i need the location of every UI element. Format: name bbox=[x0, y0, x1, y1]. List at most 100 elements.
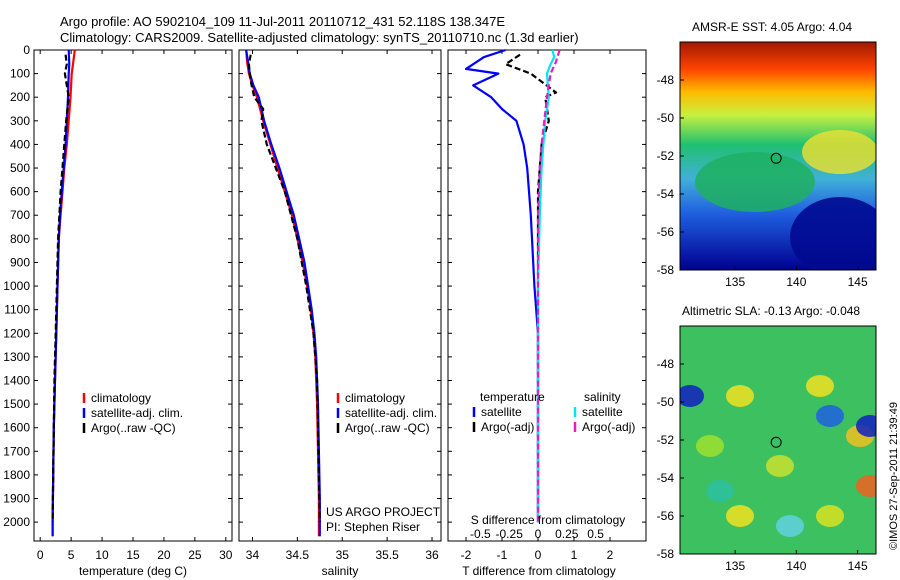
sla-anomaly bbox=[806, 375, 834, 397]
sla-map-title: Altimetric SLA: -0.13 Argo: -0.048 bbox=[682, 304, 861, 318]
map-y-tick-label: -52 bbox=[657, 149, 675, 163]
x-axis-label: temperature (deg C) bbox=[79, 564, 187, 578]
sla-anomaly bbox=[816, 405, 844, 427]
y-tick-label: 2000 bbox=[3, 515, 30, 529]
legend-label: satellite bbox=[582, 405, 623, 419]
map-x-tick-label: 145 bbox=[848, 559, 868, 573]
map-y-tick-label: -54 bbox=[657, 187, 675, 201]
y-tick-label: 1700 bbox=[3, 444, 30, 458]
x-tick-label: 15 bbox=[126, 548, 140, 562]
sst-map-image bbox=[680, 42, 876, 270]
x-tick-label: 20 bbox=[157, 548, 171, 562]
legend-label: satellite-adj. clim. bbox=[91, 406, 183, 420]
sla-anomaly bbox=[776, 515, 804, 537]
x-tick-label: 5 bbox=[68, 548, 75, 562]
sla-map-image bbox=[680, 326, 876, 554]
y-tick-label: 800 bbox=[10, 232, 30, 246]
y-tick-label: 1100 bbox=[4, 303, 30, 317]
map-x-tick-label: 140 bbox=[786, 275, 806, 289]
legend-label: climatology bbox=[345, 391, 405, 405]
x-tick-label: 0 bbox=[37, 548, 44, 562]
sla-anomaly bbox=[856, 415, 876, 437]
top-tick-label: 0.5 bbox=[587, 527, 604, 541]
legend-label: Argo(-adj) bbox=[481, 420, 534, 434]
y-tick-label: 100 bbox=[10, 67, 30, 81]
sla-argo-location-marker bbox=[770, 436, 782, 448]
sst-warm-patch bbox=[695, 152, 815, 212]
y-tick-label: 300 bbox=[10, 114, 30, 128]
map-x-tick-label: 140 bbox=[786, 559, 806, 573]
x-tick-label: 0 bbox=[535, 548, 542, 562]
y-tick-label: 1300 bbox=[3, 350, 30, 364]
y-tick-label: 1500 bbox=[3, 397, 30, 411]
series-line-salinity-argo-adj- bbox=[536, 49, 561, 523]
profile-title: Argo profile: AO 5902104_109 11-Jul-2011… bbox=[60, 14, 506, 29]
x-tick-label: 36 bbox=[425, 548, 439, 562]
sla-anomaly bbox=[726, 505, 754, 527]
legend-label: Argo(..raw -QC) bbox=[91, 421, 176, 435]
imos-credit: ©IMOS 27-Sep-2011 21:39:49 bbox=[888, 402, 900, 550]
top-tick-label: 0.25 bbox=[555, 527, 579, 541]
x-tick-label: 30 bbox=[219, 548, 233, 562]
sst-front bbox=[802, 130, 876, 174]
sla-anomaly bbox=[680, 385, 704, 407]
top-axis-label: S difference from climatology bbox=[471, 513, 626, 527]
y-tick-label: 400 bbox=[10, 137, 30, 151]
x-tick-label: -2 bbox=[461, 548, 472, 562]
legend-label: Argo(-adj) bbox=[582, 420, 635, 434]
sla-anomaly bbox=[696, 435, 724, 457]
map-y-tick-label: -48 bbox=[657, 73, 675, 87]
series-line-satellite-adj-clim- bbox=[245, 49, 321, 537]
x-axis-label: T difference from climatology bbox=[462, 564, 616, 578]
y-tick-label: 1800 bbox=[3, 468, 30, 482]
x-tick-label: 35 bbox=[336, 548, 350, 562]
map-x-tick-label: 135 bbox=[725, 275, 745, 289]
sst-argo-location-marker bbox=[770, 152, 782, 164]
series-line-salinity-satellite bbox=[536, 49, 556, 523]
x-tick-label: 1 bbox=[571, 548, 578, 562]
map-x-tick-label: 145 bbox=[848, 275, 868, 289]
sst-map-title: AMSR-E SST: 4.05 Argo: 4.04 bbox=[692, 20, 853, 34]
series-line-temperature-argo-adj- bbox=[504, 53, 558, 523]
project-name: US ARGO PROJECT bbox=[326, 505, 441, 519]
x-tick-label: -1 bbox=[497, 548, 508, 562]
sst-cold-patch bbox=[790, 197, 876, 270]
x-axis-label: salinity bbox=[322, 564, 359, 578]
top-tick-label: -0.5 bbox=[470, 527, 491, 541]
map-y-tick-label: -58 bbox=[657, 263, 675, 277]
legend-label: satellite-adj. clim. bbox=[345, 406, 437, 420]
series-line-temperature-satellite bbox=[464, 48, 540, 523]
y-tick-label: 0 bbox=[23, 43, 30, 57]
plot-frame-1 bbox=[238, 49, 442, 542]
climatology-subtitle: Climatology: CARS2009. Satellite-adjuste… bbox=[60, 30, 579, 45]
map-y-tick-label: -56 bbox=[657, 225, 675, 239]
x-tick-label: 25 bbox=[188, 548, 202, 562]
legend-salinity-title: salinity bbox=[584, 390, 621, 404]
x-tick-label: 34 bbox=[246, 548, 260, 562]
map-y-tick-label: -54 bbox=[657, 471, 675, 485]
series-line-argo-raw-qc- bbox=[247, 54, 321, 523]
y-tick-label: 1200 bbox=[3, 326, 30, 340]
y-tick-label: 200 bbox=[10, 90, 30, 104]
map-y-tick-label: -48 bbox=[657, 357, 675, 371]
x-tick-label: 35.5 bbox=[375, 548, 399, 562]
plot-frame-2 bbox=[447, 49, 647, 542]
top-tick-label: -0.25 bbox=[496, 527, 524, 541]
y-tick-label: 1600 bbox=[3, 421, 30, 435]
y-tick-label: 600 bbox=[10, 185, 30, 199]
legend-temperature-title: temperature bbox=[480, 390, 545, 404]
legend-label: climatology bbox=[91, 391, 151, 405]
sla-anomaly bbox=[706, 480, 734, 502]
series-line-argo-raw-qc- bbox=[51, 54, 70, 523]
map-x-tick-label: 135 bbox=[725, 559, 745, 573]
top-tick-label: 0 bbox=[535, 527, 542, 541]
x-tick-label: 34.5 bbox=[286, 548, 310, 562]
sla-anomaly bbox=[766, 455, 794, 477]
map-y-tick-label: -52 bbox=[657, 433, 675, 447]
y-tick-label: 1400 bbox=[3, 373, 30, 387]
x-tick-label: 2 bbox=[607, 548, 614, 562]
y-tick-label: 700 bbox=[10, 208, 30, 222]
sla-anomaly bbox=[856, 475, 876, 497]
y-tick-label: 1900 bbox=[3, 492, 30, 506]
